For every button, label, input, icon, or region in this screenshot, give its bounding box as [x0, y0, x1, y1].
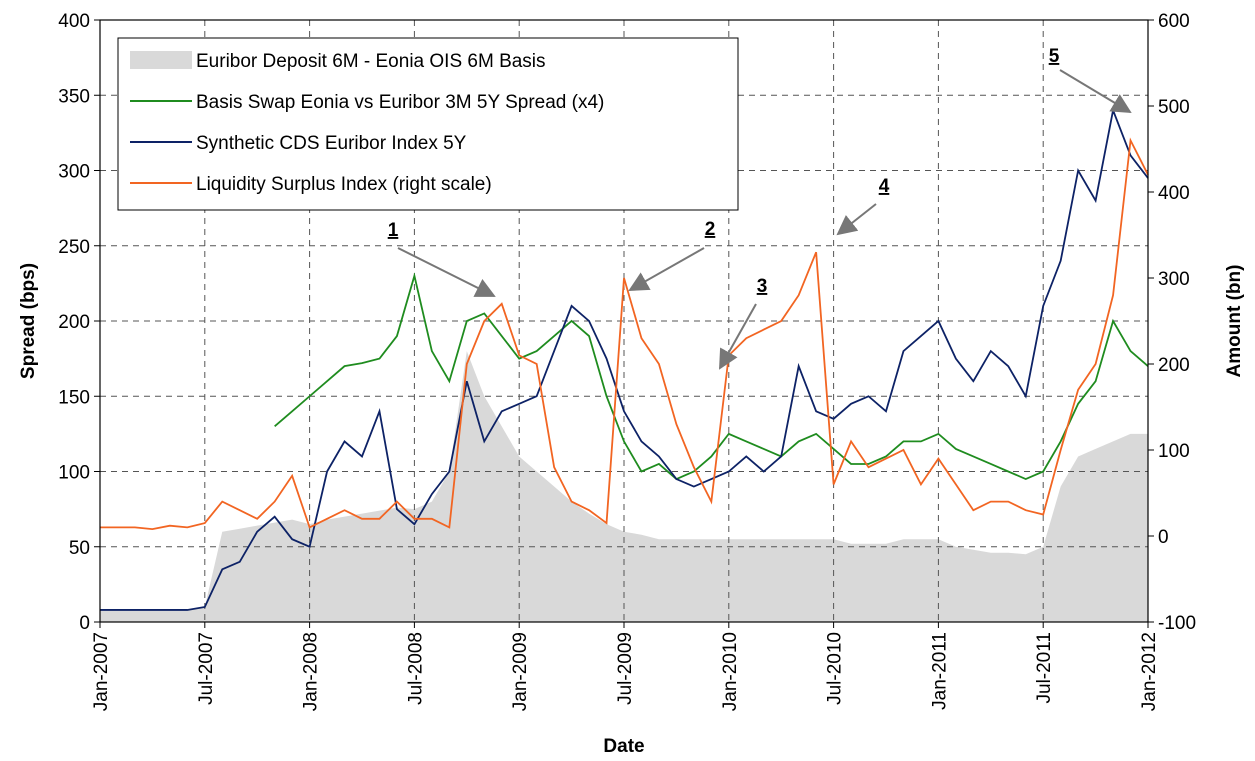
annotation-arrow — [397, 247, 496, 297]
y2-tick-label: -100 — [1158, 613, 1196, 634]
y-tick-label: 250 — [58, 237, 90, 258]
annotation-arrow — [836, 203, 877, 236]
y-axis-label: Spread (bps) — [18, 263, 39, 379]
legend-label: Euribor Deposit 6M - Eonia OIS 6M Basis — [196, 51, 546, 72]
line — [100, 107, 1149, 611]
x-tick-label: Jul-2009 — [615, 632, 636, 705]
legend-label: Liquidity Surplus Index (right scale) — [196, 174, 492, 195]
x-tick-label: Jan-2012 — [1139, 632, 1160, 711]
annotation-label: 2 — [705, 219, 716, 240]
annotation-label: 4 — [879, 176, 890, 197]
y2-axis-label: Amount (bn) — [1224, 265, 1245, 378]
y2-tick-label: 600 — [1158, 11, 1190, 32]
x-axis-label: Date — [603, 736, 644, 756]
x-tick-label: Jan-2008 — [301, 632, 322, 711]
y-tick-label: 150 — [58, 387, 90, 408]
y2-tick-label: 400 — [1158, 183, 1190, 204]
x-tick-label: Jul-2007 — [196, 632, 217, 705]
x-tick-label: Jan-2010 — [720, 632, 741, 711]
y2-tick-label: 100 — [1158, 441, 1190, 462]
line — [100, 137, 1149, 531]
x-tick-label: Jan-2009 — [510, 632, 531, 711]
annotation-arrow — [719, 303, 757, 370]
y2-tick-label: 200 — [1158, 355, 1190, 376]
annotation-label: 1 — [388, 220, 399, 241]
y2-tick-label: 0 — [1158, 527, 1169, 548]
y-tick-label: 100 — [58, 463, 90, 484]
annotation-label: 5 — [1049, 46, 1060, 67]
y2-tick-label: 500 — [1158, 97, 1190, 118]
legend-label: Basis Swap Eonia vs Euribor 3M 5Y Spread… — [196, 92, 604, 113]
y-tick-label: 0 — [79, 613, 90, 634]
x-tick-label: Jul-2010 — [825, 632, 846, 705]
legend-swatch — [130, 51, 192, 69]
y-tick-label: 300 — [58, 162, 90, 183]
y-tick-label: 50 — [69, 538, 90, 559]
annotation-arrow — [628, 247, 705, 291]
area — [100, 351, 1148, 622]
annotation-label: 3 — [757, 276, 768, 297]
line — [274, 272, 1149, 481]
y-tick-label: 350 — [58, 86, 90, 107]
x-tick-label: Jan-2007 — [91, 632, 112, 711]
x-tick-label: Jan-2011 — [929, 632, 950, 710]
y2-tick-label: 300 — [1158, 269, 1190, 290]
legend-box — [117, 37, 739, 211]
x-tick-label: Jul-2011 — [1034, 632, 1055, 703]
x-tick-label: Jul-2008 — [405, 632, 426, 705]
y-tick-label: 200 — [58, 312, 90, 333]
annotation-arrow — [1059, 69, 1132, 114]
y-tick-label: 400 — [58, 11, 90, 32]
legend-label: Synthetic CDS Euribor Index 5Y — [196, 133, 467, 154]
